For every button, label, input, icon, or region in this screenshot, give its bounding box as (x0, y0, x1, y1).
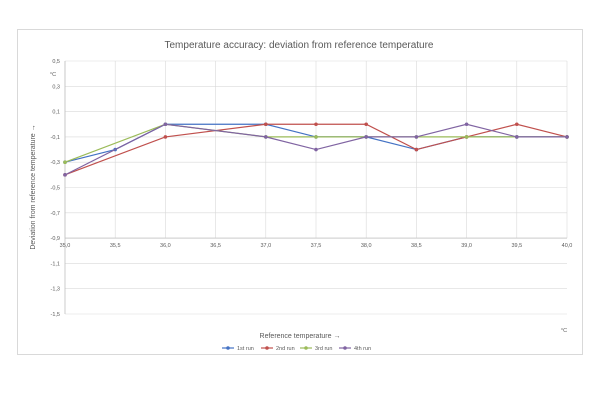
y-tick-label: 0,5 (52, 59, 60, 65)
legend-swatch-marker (226, 346, 230, 350)
y-tick-label: -0,5 (51, 186, 60, 192)
data-point (565, 135, 569, 139)
chart-frame (17, 29, 583, 355)
x-tick-label: 37,5 (311, 243, 322, 249)
x-tick-label: 38,5 (411, 243, 422, 249)
y-tick-label: -0,1 (51, 135, 60, 141)
data-point (63, 173, 67, 177)
legend: 1st run 2nd run 3rd run 4th run (222, 346, 371, 352)
y-tick-label: 0,1 (52, 110, 60, 116)
legend-entry: 2nd run (276, 346, 295, 352)
y-axis-label: Deviation from reference temperature → (30, 124, 37, 249)
legend-swatch-marker (304, 346, 308, 350)
data-point (414, 147, 419, 152)
y-tick-label: -0,9 (51, 236, 60, 242)
data-point (163, 122, 168, 127)
x-tick-label: 37,0 (260, 243, 271, 249)
x-tick-labels: 35,0 35,5 36,0 36,5 37,0 37,5 38,0 38,5 39,0 39,5… (60, 243, 573, 249)
data-point (464, 135, 469, 139)
data-point (264, 122, 268, 127)
data-point (314, 135, 318, 139)
y-tick-labels: 0,5 0,3 0,1 -0,1 -0,3 -0,5 -0,7 -0,9 -1,1 -1,3 -1,… (51, 59, 60, 318)
data-point (63, 160, 67, 164)
legend-entry: 3rd run (315, 346, 332, 352)
y-tick-label: -1,3 (51, 287, 60, 293)
y-unit-label: °C (50, 72, 56, 78)
y-tick-label: -0,7 (51, 211, 60, 217)
x-axis-label: Reference temperature → (260, 333, 341, 340)
data-point (515, 122, 519, 127)
data-point (314, 122, 318, 127)
x-tick-label: 38,0 (361, 243, 372, 249)
data-point (364, 135, 369, 139)
gridlines (64, 60, 568, 315)
y-tick-label: -1,1 (51, 261, 60, 267)
x-tick-label: 39,5 (511, 243, 522, 249)
legend-entry: 4th run (354, 346, 371, 352)
y-tick-label: 0,3 (52, 84, 60, 90)
data-point (364, 122, 369, 127)
data-point (314, 147, 318, 152)
data-point (464, 122, 469, 127)
legend-swatch-marker (343, 346, 347, 350)
x-tick-label: 35,0 (60, 243, 71, 249)
legend-swatch-marker (265, 346, 269, 350)
data-point (163, 135, 168, 139)
data-point (515, 135, 519, 139)
y-tick-label: -0,3 (51, 160, 60, 166)
chart-title: Temperature accuracy: deviation from ref… (164, 40, 433, 51)
x-tick-label: 40,0 (562, 243, 573, 249)
x-tick-label: 36,0 (160, 243, 171, 249)
x-tick-label: 39,0 (461, 243, 472, 249)
data-point (264, 135, 268, 139)
series-lines (63, 122, 569, 177)
legend-entry: 1st run (237, 346, 254, 352)
x-tick-label: 36,5 (210, 243, 221, 249)
x-tick-label: 35,5 (110, 243, 121, 249)
y-tick-label: -1,5 (51, 312, 60, 318)
data-point (414, 135, 419, 139)
x-unit-label: °C (561, 328, 567, 334)
